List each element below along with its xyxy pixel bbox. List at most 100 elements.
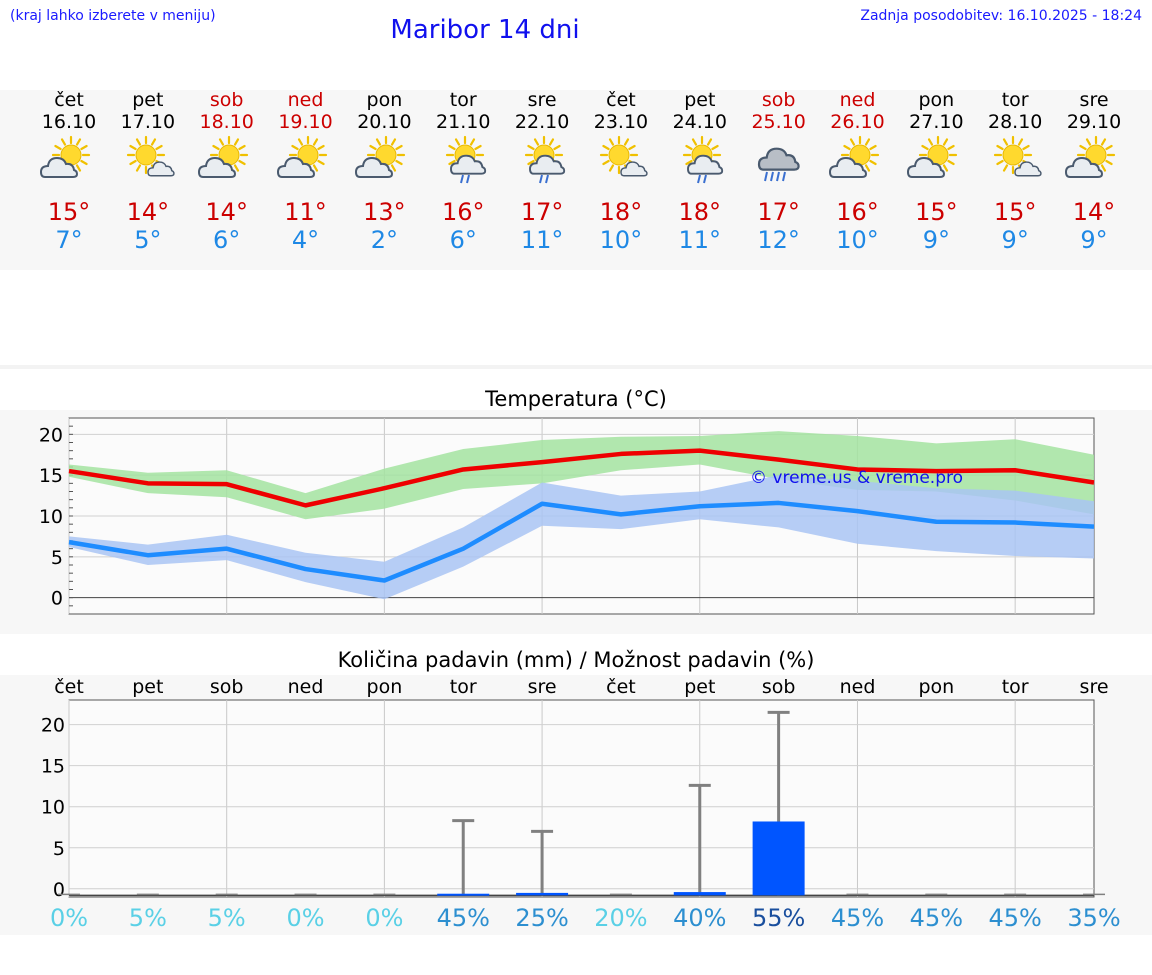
precip-day-label: sob <box>209 676 244 698</box>
max-temp: 14° <box>205 198 248 226</box>
day-column: sob 25.10 <box>729 89 829 133</box>
max-temp: 16° <box>836 198 879 226</box>
min-temp: 9° <box>1080 226 1108 254</box>
page-title: Maribor 14 dni <box>390 15 580 45</box>
precip-day-label: ned <box>839 676 876 698</box>
precipitation-chart-title: Količina padavin (mm) / Možnost padavin … <box>337 648 815 672</box>
partly-cloudy-sun-icon <box>906 135 966 185</box>
day-column: sob 18.10 <box>177 89 277 133</box>
day-date: 26.10 <box>830 111 885 133</box>
precip-day-label: pet <box>132 676 164 698</box>
sun-cloud-rain-icon <box>512 135 572 185</box>
min-temp: 5° <box>134 226 162 254</box>
min-temp: 10° <box>599 226 643 254</box>
day-date: 23.10 <box>593 111 649 133</box>
day-date: 21.10 <box>436 111 491 133</box>
precip-day-label: ned <box>287 676 324 698</box>
y-tick-label: 10 <box>39 506 63 528</box>
day-name: čet <box>606 89 636 111</box>
day-date: 18.10 <box>199 111 254 133</box>
day-column: čet 16.10 <box>19 89 119 133</box>
partly-cloudy-sun-icon <box>828 135 888 185</box>
max-temp: 15° <box>47 198 91 226</box>
precip-day-label: čet <box>606 676 636 698</box>
day-name: sob <box>761 89 796 111</box>
partly-cloudy-sun-icon <box>276 135 336 185</box>
sun-cloud-rain-icon <box>670 135 730 185</box>
min-temp: 10° <box>836 226 879 254</box>
min-temp: 4° <box>291 226 320 254</box>
cloud-rain-icon <box>749 135 809 185</box>
panel-divider <box>0 365 1152 369</box>
precip-day-label: pet <box>684 676 716 698</box>
precip-day-label: tor <box>1001 676 1029 698</box>
day-column: sre 22.10 <box>492 89 592 133</box>
precip-probability: 55% <box>751 904 806 932</box>
day-date: 25.10 <box>751 111 806 133</box>
day-column: sre 29.10 <box>1044 89 1144 133</box>
temperature-chart: 0 5 10 15 20 <box>39 417 1095 615</box>
max-temp: 15° <box>915 198 958 226</box>
precip-probability: 40% <box>673 904 727 932</box>
precip-probability: 25% <box>515 904 569 932</box>
partly-cloudy-sun-icon <box>39 135 99 185</box>
min-temp: 2° <box>370 226 399 254</box>
day-name: ned <box>839 89 876 111</box>
precip-day-label: čet <box>54 676 84 698</box>
precip-day-label: sob <box>761 676 796 698</box>
location-menu-hint: (kraj lahko izberete v meniju) <box>10 8 216 24</box>
day-name: tor <box>1001 89 1029 111</box>
sun-small-cloud-icon <box>591 135 651 185</box>
precip-bar <box>673 892 726 896</box>
precip-probability: 45% <box>436 904 490 932</box>
precip-probability: 45% <box>909 904 964 932</box>
day-name: čet <box>54 89 84 111</box>
max-temp: 18° <box>678 198 722 226</box>
day-column: pet 17.10 <box>98 89 198 133</box>
day-name: sob <box>209 89 244 111</box>
max-temp-line <box>68 448 1095 508</box>
day-date: 27.10 <box>909 111 964 133</box>
day-name: pet <box>684 89 716 111</box>
day-column: pon 20.10 <box>334 89 434 133</box>
precip-probability: 35% <box>1067 904 1121 932</box>
precip-probability: 0% <box>49 904 89 932</box>
day-name: tor <box>449 89 477 111</box>
daily-forecast-panel <box>0 90 1152 270</box>
min-temp: 11° <box>678 226 722 254</box>
partly-cloudy-sun-icon <box>197 135 257 185</box>
temperature-chart-title: Temperatura (°C) <box>485 387 667 411</box>
max-temp: 14° <box>126 198 170 226</box>
precip-probability: 5% <box>128 904 167 932</box>
min-temp: 6° <box>449 226 477 254</box>
day-date: 20.10 <box>357 111 412 133</box>
day-name: pon <box>918 89 955 111</box>
max-temp: 13° <box>363 198 406 226</box>
min-temp: 9° <box>1001 226 1029 254</box>
precip-bar <box>516 892 569 896</box>
day-column: tor 28.10 <box>965 89 1065 133</box>
y-tick-label: 0 <box>51 588 63 610</box>
day-name: pet <box>132 89 164 111</box>
min-temp: 12° <box>757 226 800 254</box>
day-column: pet 24.10 <box>650 89 750 133</box>
partly-cloudy-sun-icon <box>354 135 414 185</box>
max-temp: 11° <box>284 198 327 226</box>
precip-probability: 5% <box>207 904 246 932</box>
min-temp-range-band <box>69 475 1094 600</box>
precip-day-label: pon <box>918 676 955 698</box>
watermark: © vreme.us & vreme.pro <box>750 468 964 488</box>
sun-cloud-rain-icon <box>433 135 493 185</box>
min-temp: 6° <box>213 226 241 254</box>
max-temp: 14° <box>1072 198 1116 226</box>
day-date: 24.10 <box>672 111 727 133</box>
precip-probability: 20% <box>594 904 648 932</box>
day-column: pon 27.10 <box>886 89 986 133</box>
precip-day-label: pon <box>366 676 403 698</box>
precip-probability: 45% <box>988 904 1042 932</box>
y-tick-label: 0 <box>53 879 65 901</box>
partly-cloudy-sun-icon <box>1064 135 1124 185</box>
precip-day-label: tor <box>449 676 477 698</box>
max-temp: 16° <box>441 198 485 226</box>
day-column: ned 26.10 <box>808 89 908 133</box>
